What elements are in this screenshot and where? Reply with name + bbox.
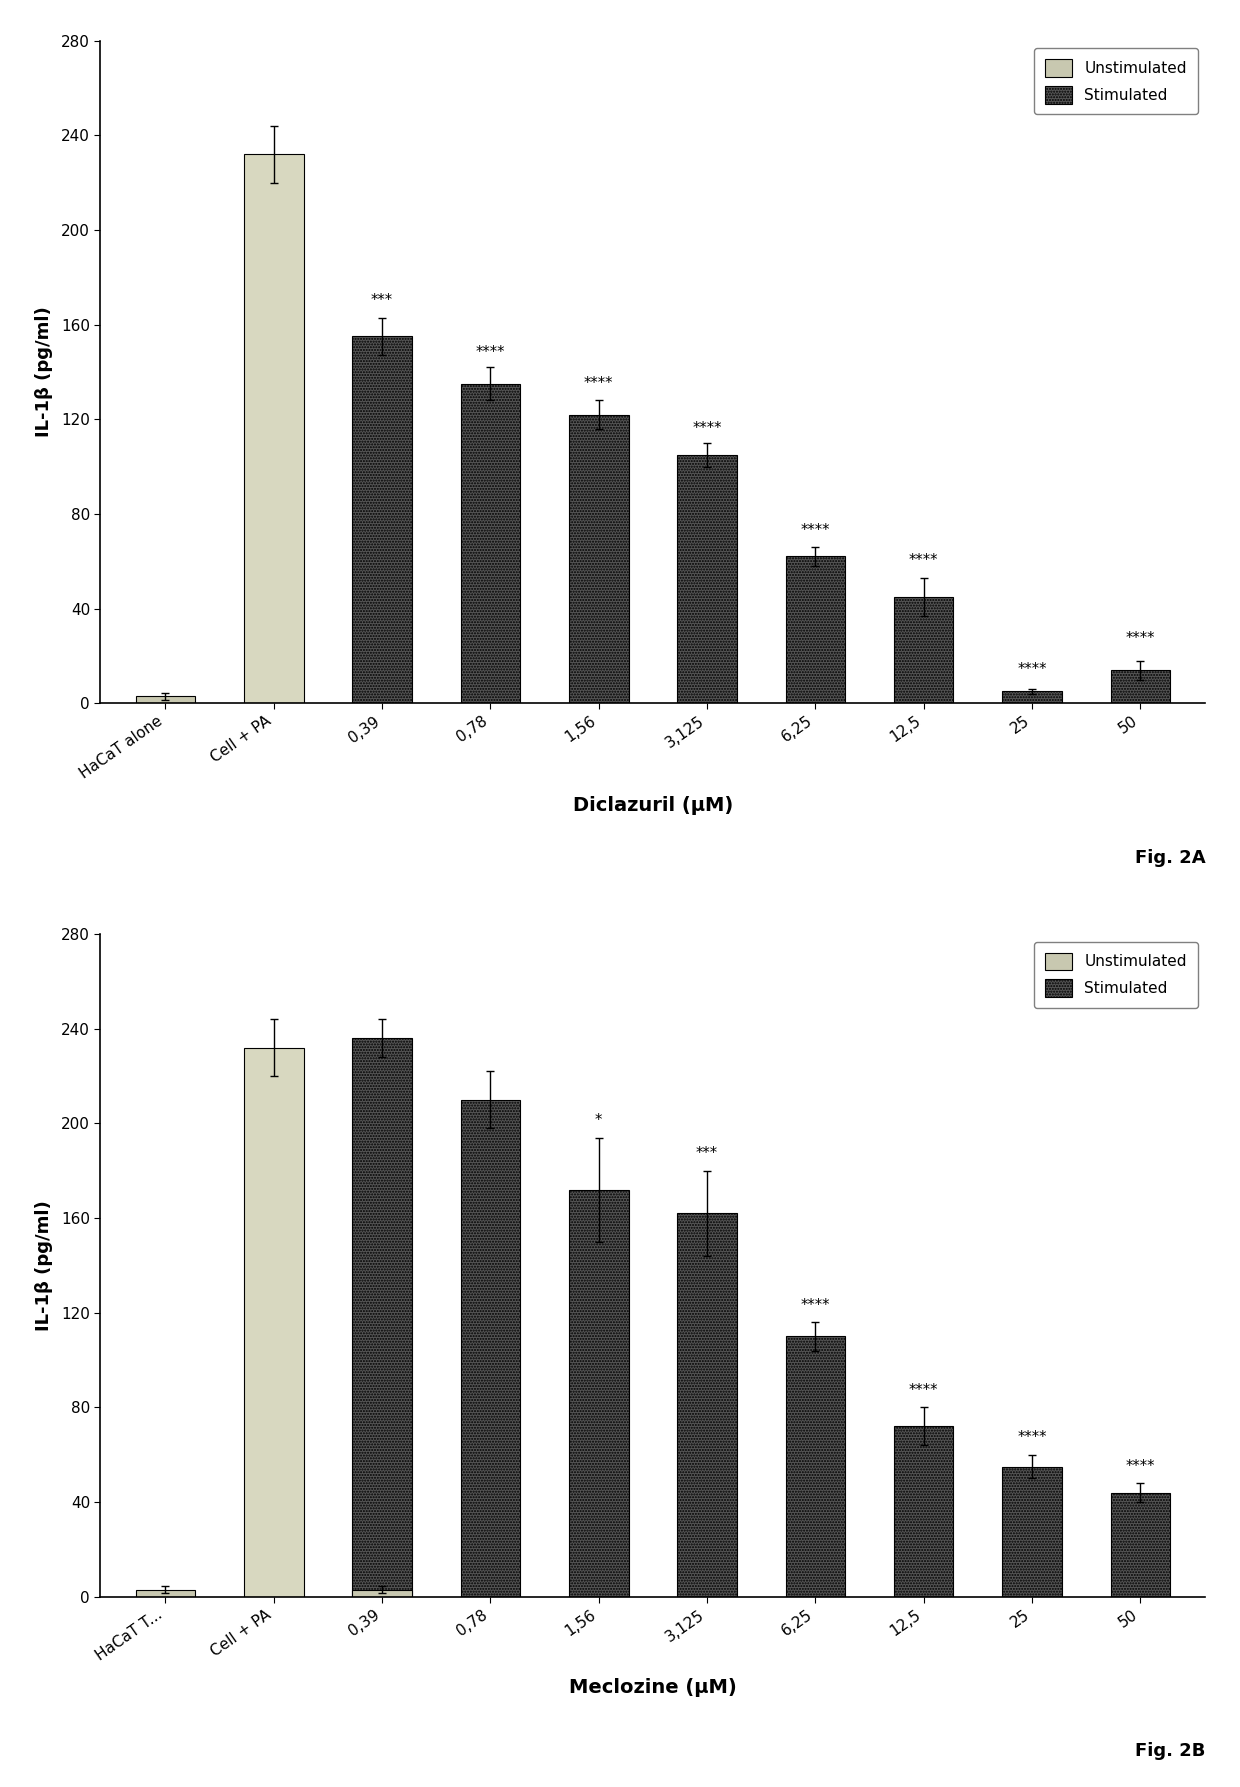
Bar <box>352 336 412 702</box>
Text: ****: **** <box>801 1297 830 1313</box>
Bar <box>460 1099 521 1596</box>
Text: ****: **** <box>476 345 505 361</box>
Bar <box>135 697 195 702</box>
Bar <box>244 154 304 702</box>
Bar <box>894 1426 954 1596</box>
Bar <box>569 415 629 702</box>
Bar <box>786 1337 846 1596</box>
Text: ****: **** <box>1126 631 1154 647</box>
Bar <box>135 1590 195 1596</box>
Bar <box>677 454 737 702</box>
Bar <box>460 384 521 702</box>
Y-axis label: IL-1β (pg/ml): IL-1β (pg/ml) <box>35 1201 53 1331</box>
Legend: Unstimulated, Stimulated: Unstimulated, Stimulated <box>1034 942 1198 1008</box>
Text: ****: **** <box>801 522 830 538</box>
Text: ****: **** <box>1017 1430 1047 1446</box>
Text: *: * <box>595 1113 603 1128</box>
Text: Fig. 2A: Fig. 2A <box>1135 849 1205 867</box>
Text: ****: **** <box>692 420 722 436</box>
Bar <box>1111 1492 1171 1596</box>
Text: ****: **** <box>1017 663 1047 677</box>
Bar <box>352 1590 412 1596</box>
X-axis label: Diclazuril (μM): Diclazuril (μM) <box>573 795 733 815</box>
Text: ****: **** <box>1126 1458 1154 1474</box>
Text: ***: *** <box>696 1145 718 1162</box>
Bar <box>1002 692 1061 702</box>
Bar <box>244 1047 304 1596</box>
Bar <box>1111 670 1171 702</box>
Text: ***: *** <box>371 293 393 307</box>
Y-axis label: IL-1β (pg/ml): IL-1β (pg/ml) <box>35 307 53 438</box>
Bar <box>569 1190 629 1596</box>
Bar <box>677 1213 737 1596</box>
Text: Fig. 2B: Fig. 2B <box>1135 1742 1205 1760</box>
Text: ****: **** <box>909 1383 939 1397</box>
Bar <box>1002 1467 1061 1596</box>
Text: ****: **** <box>584 375 614 391</box>
Bar <box>352 1038 412 1596</box>
Legend: Unstimulated, Stimulated: Unstimulated, Stimulated <box>1034 48 1198 114</box>
Text: ****: **** <box>909 554 939 568</box>
X-axis label: Meclozine (μM): Meclozine (μM) <box>569 1678 737 1696</box>
Bar <box>786 556 846 702</box>
Bar <box>894 597 954 702</box>
